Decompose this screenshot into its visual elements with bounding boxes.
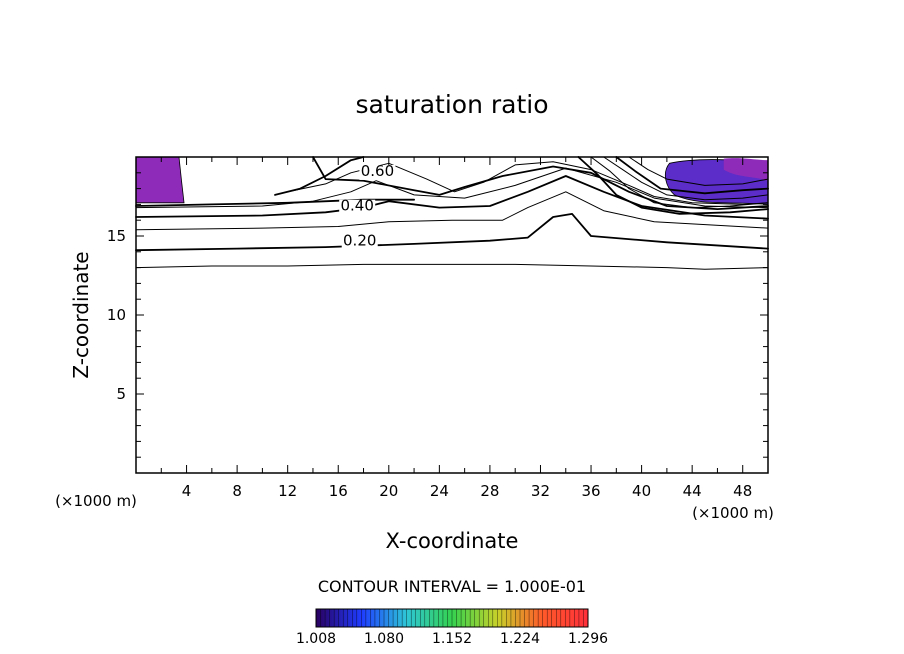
contour-line-11: [628, 156, 769, 186]
chart-title: saturation ratio: [355, 90, 548, 119]
colorbar-tick-label: 1.296: [568, 631, 608, 647]
colorbar-tick-label: 1.224: [500, 631, 540, 647]
contour-interval-label: CONTOUR INTERVAL = 1.000E-01: [318, 577, 586, 596]
contour-line-12: [615, 156, 769, 195]
colorbar-tick-label: 1.080: [364, 631, 404, 647]
colorbar: [315, 608, 589, 628]
contour-line-8: [274, 156, 365, 196]
contour-line-2: [135, 213, 769, 252]
x-tick-label: 40: [632, 482, 651, 500]
y-axis-label: Z-coordinate: [69, 251, 93, 378]
x-tick-label: 4: [182, 482, 192, 500]
y-tick-label: 5: [116, 385, 126, 403]
x-tick-label: 12: [278, 482, 297, 500]
contour-label-background: [339, 199, 376, 215]
x-tick-label: 24: [430, 482, 449, 500]
x-axis-unit-left: (×1000 m): [55, 492, 137, 510]
y-tick-label: 10: [107, 306, 126, 324]
x-tick-label: 16: [329, 482, 348, 500]
y-tick-label: 15: [107, 227, 126, 245]
contour-labels-layer: 0.60 0.40 0.20: [339, 162, 396, 250]
contour-label-text: 0.60: [361, 162, 394, 180]
contour-label-text: 0.20: [343, 231, 376, 249]
colorbar-tick-label: 1.008: [296, 631, 336, 647]
contour-line-3: [135, 191, 769, 231]
x-tick-label: 48: [733, 482, 752, 500]
x-tick-label: 44: [683, 482, 702, 500]
contour-line-6: [312, 156, 769, 210]
contour-line-14: [577, 156, 769, 215]
plot-area: 0.60 0.40 0.20: [135, 156, 769, 474]
x-tick-label: 8: [232, 482, 242, 500]
x-tick-label: 36: [581, 482, 600, 500]
contour-label-text: 0.40: [340, 197, 373, 215]
contour-label-0.40: 0.40: [339, 197, 376, 215]
shaded-fill-layer: [135, 156, 769, 205]
x-tick-label: 32: [531, 482, 550, 500]
x-axis-label: X-coordinate: [386, 529, 519, 553]
shaded-region-left: [135, 156, 185, 204]
contour-line-13: [590, 156, 769, 209]
contour-label-0.20: 0.20: [341, 231, 378, 250]
contour-line-1: [135, 263, 769, 270]
colorbar-tick-label: 1.152: [432, 631, 472, 647]
x-tick-label: 20: [379, 482, 398, 500]
contour-label-background: [341, 234, 378, 250]
x-tick-label: 28: [480, 482, 499, 500]
contour-line-9: [603, 156, 769, 201]
contour-line-10: [135, 198, 415, 207]
x-axis-unit-right: (×1000 m): [692, 504, 774, 522]
contour-line-4: [135, 175, 769, 220]
contour-label-background: [359, 164, 396, 180]
contour-label-0.60: 0.60: [359, 162, 396, 180]
shaded-region-right-core: [723, 158, 768, 181]
colorbar-ticks-layer: 1.008 1.080 1.152 1.224 1.296: [296, 631, 608, 647]
